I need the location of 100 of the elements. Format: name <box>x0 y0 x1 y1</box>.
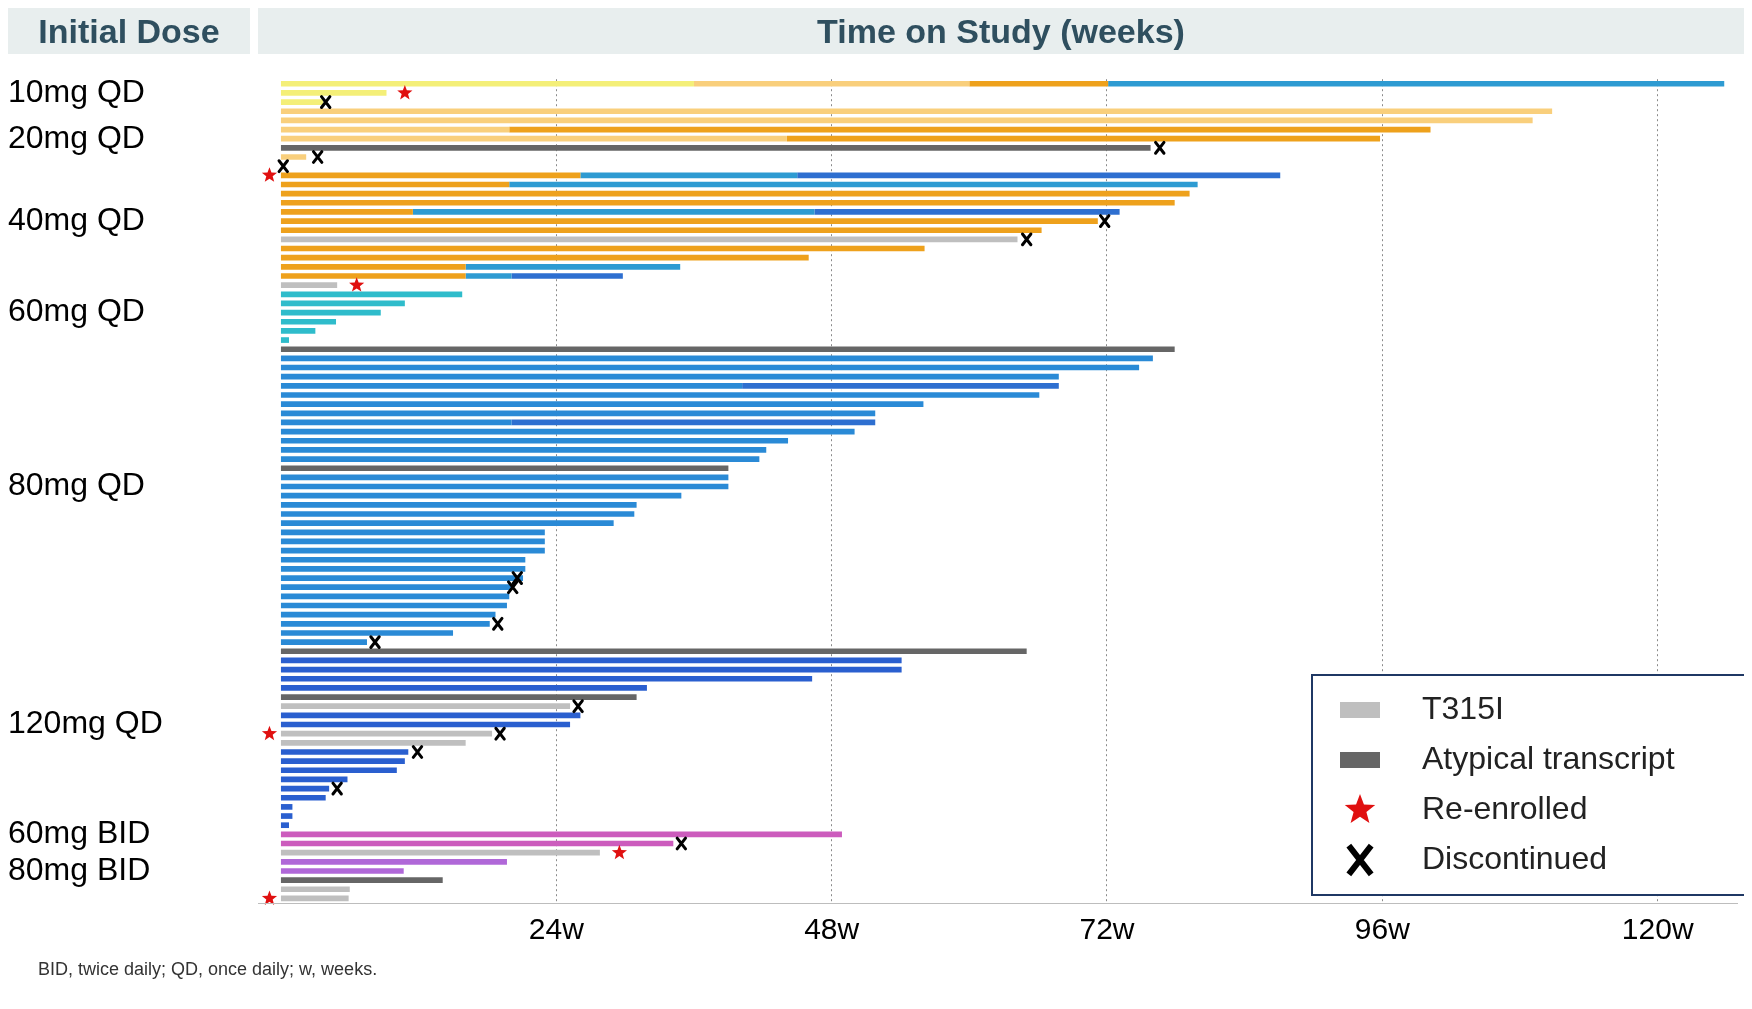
bar <box>280 135 787 142</box>
point <box>675 836 688 851</box>
bar <box>280 584 513 591</box>
bar <box>280 694 637 700</box>
bar <box>280 465 729 472</box>
point <box>1099 214 1111 228</box>
y-tick-label: 20mg QD <box>8 118 145 155</box>
bar <box>280 868 404 874</box>
legend-label: Discontinued <box>1422 839 1607 876</box>
x-tick-label: 24w <box>528 912 585 946</box>
bar <box>280 318 337 325</box>
text: BID, twice daily; QD, once daily; w, weeks. <box>38 959 379 980</box>
bar <box>465 273 512 279</box>
bar <box>280 611 496 618</box>
bar <box>280 804 293 810</box>
bar <box>465 264 681 270</box>
y-tick-label: 120mg QD <box>8 704 163 741</box>
bar <box>280 383 743 389</box>
bar <box>280 227 1042 234</box>
bar <box>280 822 289 829</box>
bar <box>280 648 1027 655</box>
bar <box>280 282 338 288</box>
bar <box>280 575 524 581</box>
bar <box>280 437 789 444</box>
bar <box>280 346 1175 353</box>
point <box>494 726 506 741</box>
point <box>492 616 504 631</box>
bar <box>280 456 760 462</box>
bar <box>280 566 526 572</box>
bar <box>280 685 647 691</box>
bar <box>280 767 397 774</box>
point <box>397 84 413 100</box>
bar <box>280 886 350 893</box>
bar <box>280 520 614 526</box>
y-tick-label: 80mg BID <box>8 850 151 887</box>
bar <box>280 529 545 536</box>
bar <box>280 172 581 179</box>
bar <box>280 639 367 645</box>
bar <box>280 145 1151 151</box>
point <box>349 277 365 292</box>
point <box>277 159 289 174</box>
bar <box>580 172 798 179</box>
legend-label: Atypical transcript <box>1422 739 1675 776</box>
bar <box>280 877 443 883</box>
point <box>311 150 324 164</box>
x-tick-label: 48w <box>804 912 860 946</box>
point <box>1154 140 1166 155</box>
bar <box>814 209 1120 215</box>
point <box>572 699 584 714</box>
point <box>369 635 381 650</box>
bar <box>280 373 1059 380</box>
point <box>411 745 424 759</box>
bar <box>280 739 466 746</box>
bar <box>280 154 307 160</box>
bar <box>280 858 507 865</box>
bar <box>280 254 809 261</box>
bar <box>280 492 682 499</box>
bar <box>280 337 289 343</box>
bar <box>280 291 463 298</box>
bar <box>280 218 1098 224</box>
bar <box>280 630 454 636</box>
x-axis-title: Time on Study (weeks) <box>258 8 1744 54</box>
bar <box>280 620 490 627</box>
y-tick-label: 40mg QD <box>8 200 145 237</box>
bar <box>511 273 623 279</box>
bar <box>280 99 324 105</box>
bar <box>1108 80 1725 87</box>
y-axis-title: Initial Dose <box>8 8 250 54</box>
y-tick-label: 80mg QD <box>8 466 145 503</box>
bar <box>280 758 405 764</box>
bar <box>280 80 694 87</box>
bar <box>969 80 1109 87</box>
bar <box>280 556 526 563</box>
x-tick-label: 120w <box>1621 912 1694 946</box>
legend-label: Re-enrolled <box>1422 789 1588 826</box>
bar <box>280 501 637 508</box>
bar <box>280 749 409 755</box>
bar <box>280 794 326 801</box>
bar <box>280 813 293 819</box>
bar <box>280 273 466 279</box>
bar <box>280 410 876 417</box>
bar <box>280 108 1553 115</box>
y-tick-label: 10mg QD <box>8 72 145 109</box>
bar <box>280 199 1175 206</box>
bar <box>280 401 924 407</box>
point <box>261 167 278 182</box>
point <box>261 725 278 741</box>
bar <box>280 511 635 517</box>
bar <box>280 209 413 215</box>
x-tick-label: 72w <box>1079 912 1135 946</box>
bar <box>280 703 571 710</box>
bar <box>693 80 970 87</box>
x-tick-label: 96w <box>1354 912 1411 946</box>
point <box>611 844 627 860</box>
y-tick-label: 60mg QD <box>8 292 145 329</box>
bar <box>280 264 466 270</box>
point <box>331 781 343 796</box>
legend-label: T315I <box>1422 689 1504 726</box>
point <box>1020 232 1033 247</box>
y-tick-label: 60mg BID <box>8 814 151 851</box>
